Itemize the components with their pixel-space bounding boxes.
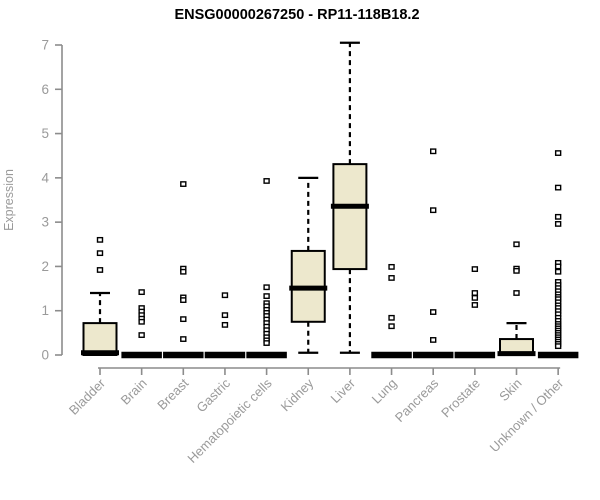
y-tick-label: 1	[41, 303, 49, 318]
boxplot-unknown-other	[537, 150, 579, 359]
outlier-point	[388, 323, 395, 330]
y-axis-label: Expression	[2, 169, 16, 231]
boxplot-pancreas	[412, 148, 454, 359]
outlier-point	[554, 150, 562, 156]
y-axis: 0 1 2 3 4 5 6 7	[41, 38, 63, 363]
outlier-point	[554, 343, 562, 350]
outlier-point	[96, 267, 104, 273]
outlier-point	[430, 148, 437, 155]
outlier-point	[430, 207, 437, 214]
boxplot-skin	[497, 241, 536, 357]
outlier-point	[263, 284, 270, 291]
outlier-point	[430, 337, 437, 343]
outlier-point	[221, 312, 229, 319]
outlier-point	[554, 213, 562, 220]
y-tick-label: 2	[41, 259, 49, 274]
outlier-point	[138, 332, 145, 338]
x-tick-label-prostate: Prostate	[438, 376, 483, 421]
chart-title: ENSG00000267250 - RP11-118B18.2	[174, 7, 419, 23]
x-tick-label-brain: Brain	[118, 376, 150, 408]
outlier-point	[388, 263, 395, 270]
x-tick-label-unknown-other: Unknown / Other	[487, 375, 567, 455]
y-tick-label: 3	[41, 215, 49, 230]
x-tick-label-breast: Breast	[154, 375, 191, 412]
x-tick-label-bladder: Bladder	[66, 375, 109, 418]
outlier-point	[554, 221, 562, 227]
outlier-point	[263, 178, 270, 184]
boxplot-liver	[330, 41, 369, 354]
plot-area	[81, 41, 579, 359]
boxplot-brain	[121, 289, 162, 359]
boxplot-breast	[163, 181, 204, 359]
outlier-point	[471, 302, 479, 308]
outlier-point	[554, 263, 562, 270]
outlier-point	[221, 292, 229, 299]
outlier-point	[554, 184, 562, 191]
outlier-point	[180, 181, 187, 187]
outlier-point	[513, 290, 520, 296]
outlier-point	[180, 336, 187, 342]
outlier-point	[430, 309, 437, 315]
outlier-point	[180, 316, 187, 323]
boxplot-bladder	[81, 236, 119, 357]
outlier-point	[180, 297, 187, 303]
outlier-point	[471, 266, 479, 272]
outlier-point	[471, 290, 479, 296]
boxplot-gastric	[204, 292, 246, 359]
outlier-point	[96, 236, 104, 243]
outlier-point	[221, 321, 229, 328]
y-tick-label: 5	[41, 126, 49, 141]
boxplot-hematopoietic-cells	[246, 178, 287, 359]
boxplot-lung	[371, 263, 412, 359]
outlier-point	[554, 268, 562, 275]
outlier-point	[138, 289, 145, 296]
x-tick-label-liver: Liver	[327, 375, 358, 406]
boxplot-prostate	[454, 266, 496, 359]
outlier-point	[388, 314, 395, 321]
outlier-point	[513, 241, 520, 248]
x-tick-label-gastric: Gastric	[193, 375, 233, 415]
y-tick-label: 0	[41, 348, 49, 363]
outlier-point	[388, 275, 395, 281]
outlier-point	[513, 267, 520, 274]
x-tick-label-kidney: Kidney	[278, 375, 317, 414]
outlier-point	[263, 293, 270, 299]
x-tick-label-lung: Lung	[369, 376, 400, 407]
x-tick-label-skin: Skin	[496, 376, 524, 404]
x-tick-label-pancreas: Pancreas	[392, 375, 442, 425]
y-tick-label: 4	[41, 170, 49, 185]
outlier-point	[96, 250, 104, 257]
outlier-point	[263, 340, 270, 346]
boxplot-kidney	[289, 176, 328, 354]
outlier-point	[180, 268, 187, 275]
y-tick-label: 6	[41, 82, 49, 97]
outlier-point	[471, 294, 479, 301]
y-tick-label: 7	[41, 38, 49, 53]
box	[332, 163, 368, 271]
outlier-point	[138, 318, 145, 325]
box	[82, 322, 118, 357]
